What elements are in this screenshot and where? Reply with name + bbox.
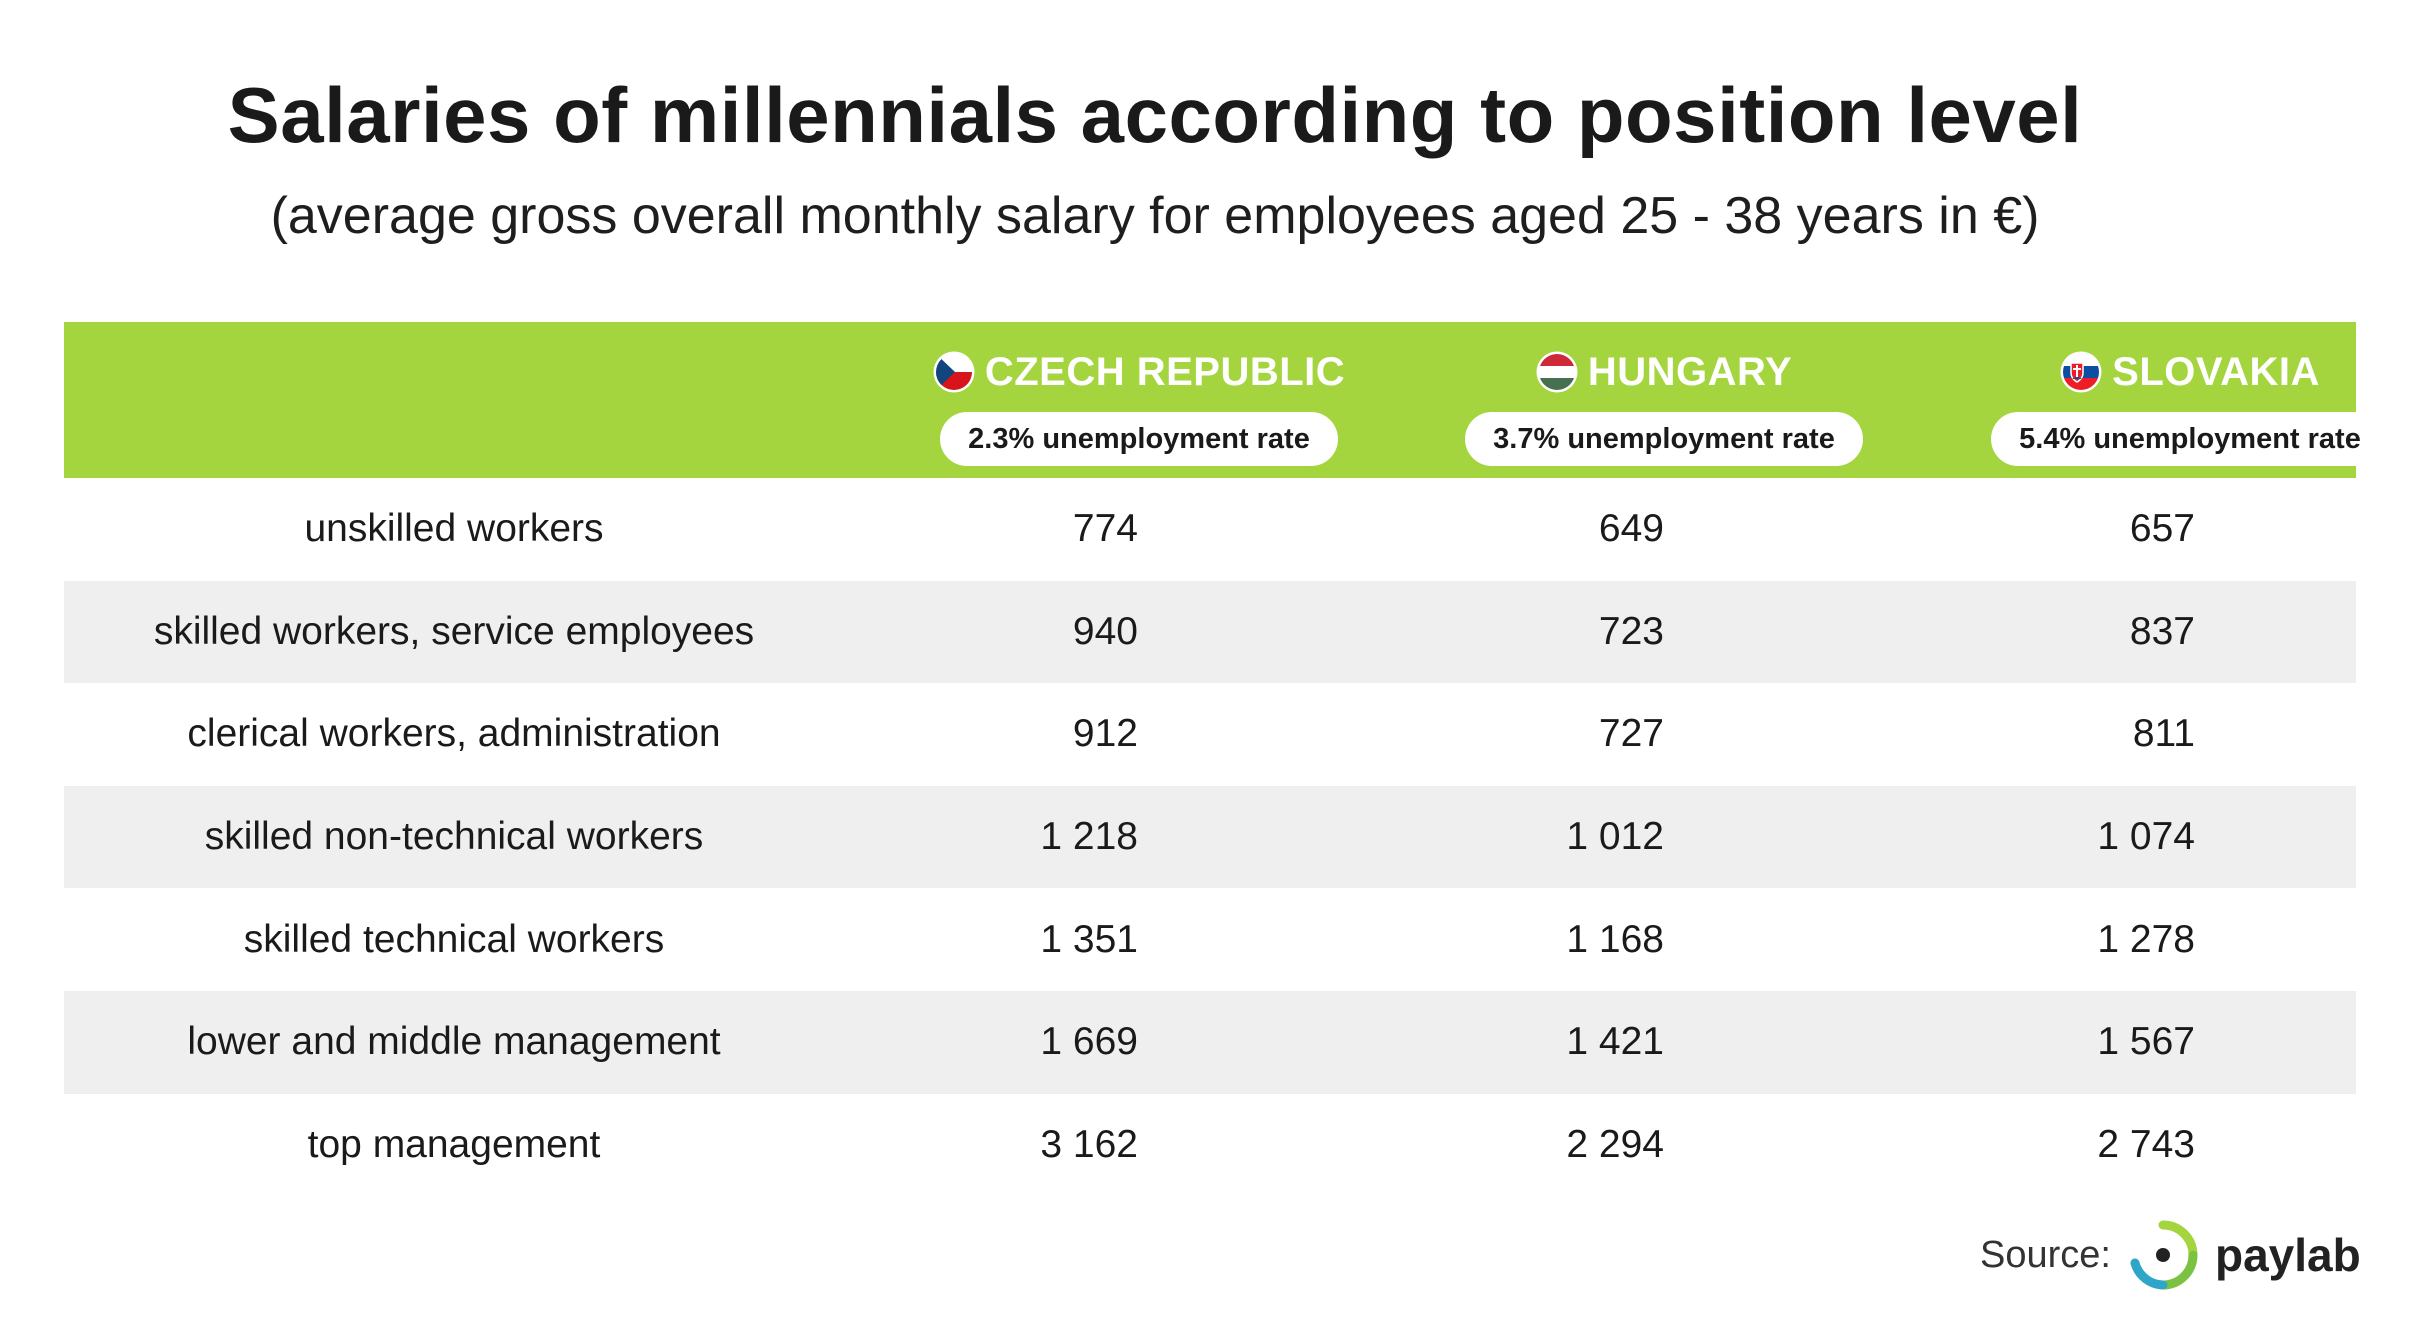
table-row: top management 3 162 2 294 2 743 — [64, 1094, 2356, 1197]
country-name: CZECH REPUBLIC — [984, 349, 1346, 394]
column-header-hungary: HUNGARY 3.7% unemployment rate — [1404, 344, 1924, 466]
unemployment-badge: 3.7% unemployment rate — [1465, 412, 1863, 466]
value-hungary: 1 168 — [1566, 917, 1664, 961]
value-czech-republic: 1 218 — [1040, 815, 1138, 859]
slovakia-flag-icon — [2060, 351, 2102, 393]
table-row: lower and middle management 1 669 1 421 … — [64, 990, 2356, 1094]
value-hungary: 2 294 — [1566, 1122, 1664, 1166]
value-hungary: 727 — [1598, 712, 1664, 756]
value-slovakia: 657 — [2129, 507, 2195, 551]
table-row: skilled workers, service employees 940 7… — [64, 580, 2356, 684]
paylab-logo-icon — [2130, 1220, 2198, 1290]
column-header-czech-republic: CZECH REPUBLIC 2.3% unemployment rate — [879, 344, 1399, 466]
salary-table: CZECH REPUBLIC 2.3% unemployment rate HU… — [64, 322, 2389, 1197]
country-name: SLOVAKIA — [2112, 349, 2320, 394]
value-hungary: 1 421 — [1566, 1020, 1664, 1064]
chart-title: Salaries of millennials according to pos… — [227, 71, 2083, 159]
value-czech-republic: 3 162 — [1040, 1122, 1138, 1166]
value-hungary: 1 012 — [1566, 815, 1664, 859]
value-slovakia: 1 074 — [2097, 815, 2195, 859]
row-label: skilled non-technical workers — [204, 815, 704, 859]
table-row: unskilled workers 774 649 657 — [64, 478, 2356, 581]
row-label: clerical workers, administration — [187, 712, 721, 756]
row-label: lower and middle management — [187, 1020, 721, 1064]
value-slovakia: 837 — [2129, 609, 2195, 653]
value-czech-republic: 940 — [1072, 609, 1138, 653]
value-hungary: 649 — [1598, 507, 1664, 551]
country-name: HUNGARY — [1587, 349, 1793, 394]
value-czech-republic: 774 — [1072, 507, 1138, 551]
row-label: skilled workers, service employees — [153, 609, 755, 653]
value-slovakia: 2 743 — [2097, 1122, 2195, 1166]
unemployment-badge: 2.3% unemployment rate — [940, 412, 1338, 466]
row-label: skilled technical workers — [243, 917, 665, 961]
value-slovakia: 1 278 — [2097, 917, 2195, 961]
table-row: clerical workers, administration 912 727… — [64, 683, 2356, 786]
value-hungary: 723 — [1598, 609, 1664, 653]
row-label: unskilled workers — [304, 507, 604, 551]
table-row: skilled non-technical workers 1 218 1 01… — [64, 785, 2356, 889]
value-slovakia: 1 567 — [2097, 1020, 2195, 1064]
value-czech-republic: 912 — [1072, 712, 1138, 756]
column-header-slovakia: SLOVAKIA 5.4% unemployment rate — [1930, 344, 2419, 466]
row-label: top management — [307, 1122, 601, 1166]
value-czech-republic: 1 669 — [1040, 1020, 1138, 1064]
value-slovakia: 811 — [2132, 712, 2195, 756]
value-czech-republic: 1 351 — [1040, 917, 1138, 961]
hungary-flag-icon — [1536, 351, 1578, 393]
table-row: skilled technical workers 1 351 1 168 1 … — [64, 888, 2356, 991]
table-header: CZECH REPUBLIC 2.3% unemployment rate HU… — [64, 322, 2389, 478]
chart-subtitle: (average gross overall monthly salary fo… — [270, 187, 2040, 245]
source-label: Source: — [1980, 1233, 2111, 1276]
source-attribution: Source: paylab — [1980, 1220, 2361, 1290]
unemployment-badge: 5.4% unemployment rate — [1991, 412, 2389, 466]
paylab-brand: paylab — [2214, 1229, 2361, 1281]
czech-flag-icon — [933, 351, 975, 393]
